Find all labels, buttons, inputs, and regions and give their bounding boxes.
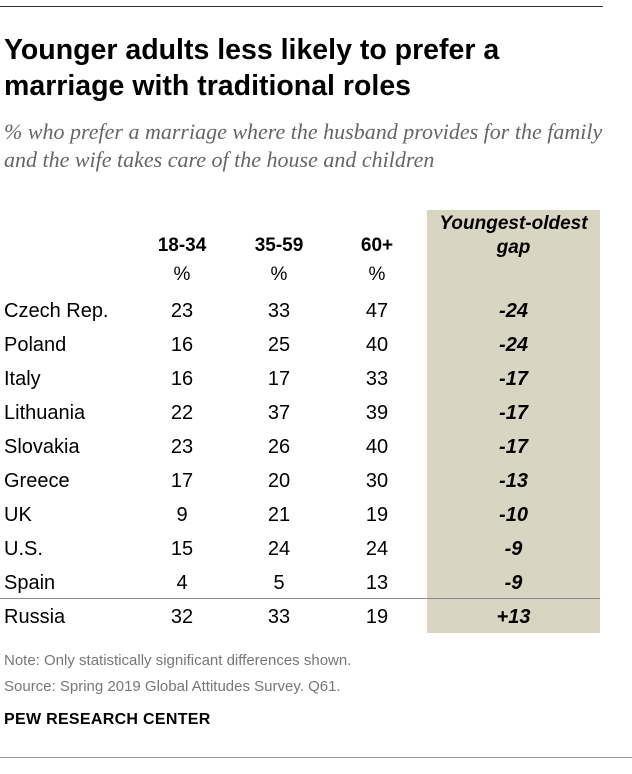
- value-cell: 30: [365, 470, 389, 492]
- value-cell: 37: [267, 402, 291, 424]
- country-label: U.S.: [4, 538, 43, 560]
- column-header-35-59: 35-59: [254, 235, 304, 256]
- column-unit-35-59: %: [270, 264, 288, 285]
- country-label: Poland: [4, 334, 67, 356]
- country-label: Lithuania: [4, 402, 86, 424]
- table-row: Slovakia 23 26 40 -17: [0, 430, 620, 464]
- value-cell: 17: [267, 368, 291, 390]
- source-text: Source: Spring 2019 Global Attitudes Sur…: [4, 678, 341, 695]
- value-cell: 19: [365, 606, 389, 628]
- table-row: Russia 32 33 19 +13: [0, 600, 620, 634]
- gap-value: -24: [499, 300, 528, 322]
- table-row: Poland 16 25 40 -24: [0, 328, 620, 362]
- value-cell: 20: [267, 470, 291, 492]
- value-cell: 4: [176, 572, 188, 594]
- value-cell: 16: [170, 334, 194, 356]
- russia-separator: [0, 598, 600, 599]
- value-cell: 19: [365, 504, 389, 526]
- table-row: Greece 17 20 30 -13: [0, 464, 620, 498]
- value-cell: 9: [176, 504, 188, 526]
- top-rule: [0, 6, 603, 7]
- column-header-18-34: 18-34: [157, 235, 207, 256]
- value-cell: 47: [365, 300, 389, 322]
- value-cell: 33: [267, 606, 291, 628]
- gap-value: -17: [499, 402, 528, 424]
- gap-value: +13: [496, 606, 531, 628]
- value-cell: 23: [170, 436, 194, 458]
- value-cell: 39: [365, 402, 389, 424]
- value-cell: 23: [170, 300, 194, 322]
- bottom-rule: [0, 757, 632, 758]
- footer-logo-text: PEW RESEARCH CENTER: [4, 711, 211, 728]
- table-row: Czech Rep. 23 33 47 -24: [0, 294, 620, 328]
- value-cell: 33: [267, 300, 291, 322]
- table-row: U.S. 15 24 24 -9: [0, 532, 620, 566]
- country-label: Spain: [4, 572, 56, 594]
- value-cell: 22: [170, 402, 194, 424]
- value-cell: 24: [365, 538, 389, 560]
- value-cell: 32: [170, 606, 194, 628]
- value-cell: 15: [170, 538, 194, 560]
- country-label: Russia: [4, 606, 66, 628]
- table-row: Lithuania 22 37 39 -17: [0, 396, 620, 430]
- value-cell: 16: [170, 368, 194, 390]
- gap-value: -13: [499, 470, 528, 492]
- column-unit-18-34: %: [173, 264, 191, 285]
- gap-value: -9: [504, 572, 523, 594]
- gap-column-header: Youngest-oldest gap: [439, 213, 588, 258]
- gap-value: -9: [504, 538, 523, 560]
- table-row: Italy 16 17 33 -17: [0, 362, 620, 396]
- note-text: Note: Only statistically significant dif…: [4, 652, 352, 669]
- country-label: Czech Rep.: [4, 300, 109, 322]
- value-cell: 5: [273, 572, 285, 594]
- value-cell: 40: [365, 334, 389, 356]
- chart-title: Younger adults less likely to prefer a m…: [4, 34, 500, 102]
- column-header-60-plus: 60+: [360, 235, 394, 256]
- chart-subtitle: % who prefer a marriage where the husban…: [4, 119, 603, 172]
- value-cell: 13: [365, 572, 389, 594]
- country-label: Greece: [4, 470, 70, 492]
- gap-value: -17: [499, 436, 528, 458]
- value-cell: 33: [365, 368, 389, 390]
- country-label: Italy: [4, 368, 41, 390]
- value-cell: 26: [267, 436, 291, 458]
- country-label: Slovakia: [4, 436, 80, 458]
- table-row: Spain 4 5 13 -9: [0, 566, 620, 600]
- country-label: UK: [4, 504, 32, 526]
- value-cell: 25: [267, 334, 291, 356]
- table-row: UK 9 21 19 -10: [0, 498, 620, 532]
- gap-value: -24: [499, 334, 528, 356]
- value-cell: 24: [267, 538, 291, 560]
- value-cell: 21: [267, 504, 291, 526]
- column-unit-60-plus: %: [368, 264, 386, 285]
- gap-column-background: [427, 210, 600, 633]
- gap-value: -10: [499, 504, 528, 526]
- value-cell: 40: [365, 436, 389, 458]
- value-cell: 17: [170, 470, 194, 492]
- gap-value: -17: [499, 368, 528, 390]
